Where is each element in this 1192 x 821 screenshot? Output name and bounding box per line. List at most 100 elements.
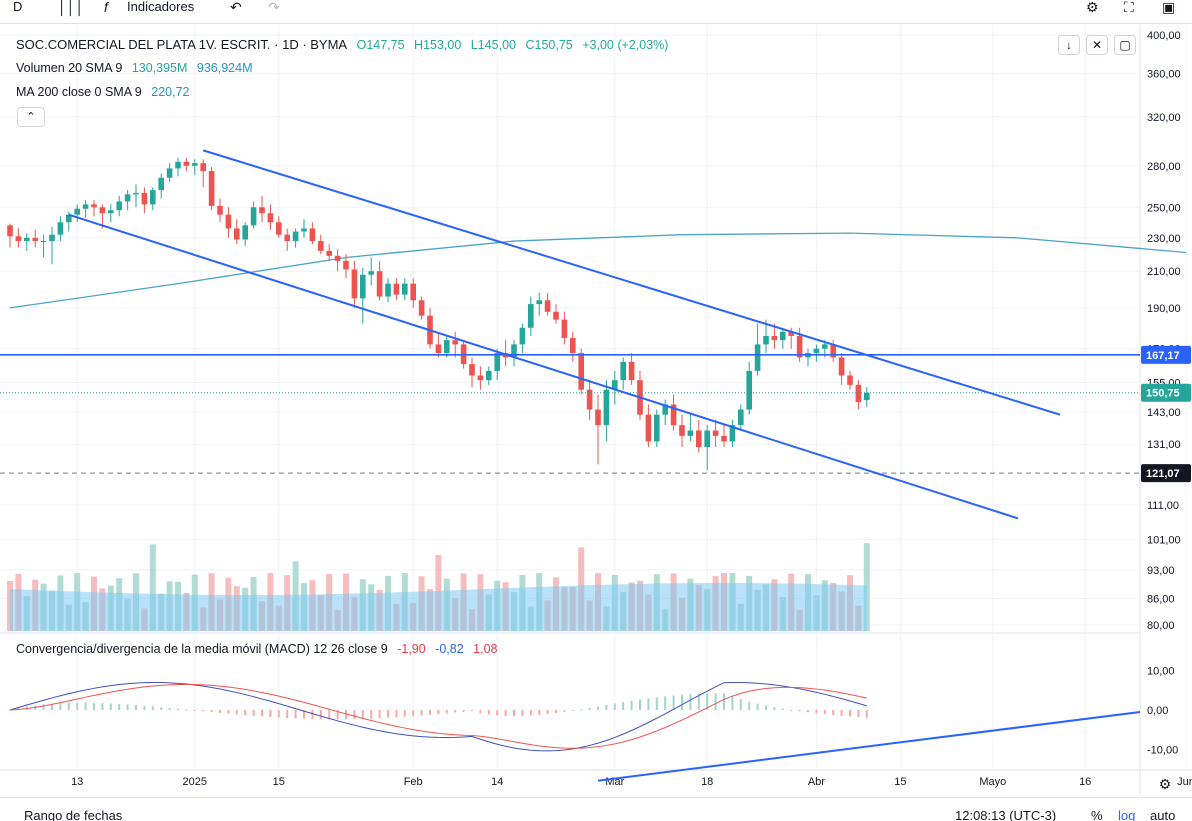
candle-body: [7, 225, 13, 237]
main-legend: SOC.COMERCIAL DEL PLATA 1V. ESCRIT. · 1D…: [16, 37, 674, 52]
candle-body: [704, 430, 710, 448]
macd-histogram-bar: [445, 710, 448, 714]
macd-histogram-bar: [353, 710, 356, 720]
candle-body: [49, 234, 55, 242]
candle-body: [796, 335, 803, 358]
macd-title[interactable]: Convergencia/divergencia de la media móv…: [16, 642, 388, 656]
macd-histogram-bar: [160, 707, 163, 710]
candle-body: [292, 231, 299, 242]
macd-histogram-bar: [639, 699, 641, 710]
time-axis-label: Mayo: [979, 776, 1006, 788]
macd-histogram-bar: [244, 710, 247, 716]
chart-area[interactable]: 400,00 360,00 320,00 280,00 250,00 230,00 210,…: [0, 25, 1192, 795]
candle-body: [360, 274, 366, 299]
macd-histogram-bar: [202, 710, 205, 712]
macd-histogram-bar: [328, 710, 331, 720]
macd-histogram-bar: [563, 710, 566, 712]
macd-histogram-bar: [93, 702, 95, 710]
candle-body: [385, 283, 391, 297]
clock-time[interactable]: 12:08:13 (UTC-3): [955, 808, 1057, 821]
indicators-button[interactable]: Indicadores: [127, 0, 195, 14]
macd-histogram-bar: [714, 693, 717, 710]
candle-body: [175, 161, 181, 169]
date-range-button[interactable]: Rango de fechas: [24, 808, 123, 821]
collapse-icon[interactable]: ✕: [1086, 35, 1108, 55]
macd-histogram-bar: [765, 705, 767, 710]
time-axis-label: 16: [1079, 776, 1091, 788]
candle-body: [393, 283, 400, 295]
macd-histogram-bar: [286, 710, 289, 718]
macd-histogram-bar: [303, 710, 305, 719]
macd-histogram-bar: [513, 710, 515, 717]
macd-histogram-bar: [412, 710, 415, 717]
settings-icon[interactable]: ⚙: [1086, 0, 1099, 15]
macd-histogram-bar: [67, 702, 70, 710]
time-axis-label: Jun: [1177, 776, 1192, 788]
price-axis-label: 230,00: [1147, 233, 1181, 245]
macd-histogram-bar: [605, 705, 608, 710]
macd-histogram-bar: [185, 709, 188, 711]
candle-body: [847, 375, 853, 385]
candles-icon[interactable]: │││: [58, 0, 85, 15]
bottom-toolbar: Rango de fechas 12:08:13 (UTC-3) % log a…: [0, 797, 1192, 821]
macd-histogram-bar: [403, 710, 406, 717]
candle-body: [200, 163, 206, 172]
ohlc-close: C150,75: [525, 38, 573, 52]
time-axis-label: 15: [894, 776, 906, 788]
macd-histogram-bar: [311, 710, 314, 719]
macd-histogram-bar: [227, 710, 230, 714]
candle-body: [250, 207, 257, 226]
macd-histogram-bar: [118, 703, 121, 710]
horizontal-line-badge-bg: [1141, 345, 1191, 364]
macd-histogram-bar: [588, 707, 591, 710]
candle-body: [158, 177, 164, 191]
function-icon[interactable]: f: [104, 0, 108, 15]
macd-signal-line: [9, 683, 867, 749]
chevron-up-icon[interactable]: ⌃: [17, 107, 45, 127]
macd-histogram-bar: [790, 709, 793, 711]
candle-body: [477, 375, 484, 381]
macd-histogram-bar: [420, 710, 423, 716]
candle-body: [721, 435, 727, 442]
candle-body: [284, 234, 290, 242]
snapshot-icon[interactable]: ▣: [1162, 0, 1176, 15]
undo-icon[interactable]: ↶: [230, 0, 242, 15]
macd-histogram-bar: [681, 694, 683, 710]
volume-sma-area: [10, 583, 867, 631]
macd-histogram-bar: [546, 710, 549, 715]
interval-button[interactable]: D: [13, 0, 23, 14]
macd-histogram-bar: [739, 699, 742, 710]
candle-body: [57, 222, 64, 235]
macd-histogram-bar: [76, 702, 79, 710]
chart-canvas[interactable]: 400,00 360,00 320,00 280,00 250,00 230,00 210,…: [0, 25, 1192, 795]
candle-body: [628, 361, 635, 381]
percent-toggle[interactable]: %: [1091, 808, 1103, 821]
symbol-title[interactable]: SOC.COMERCIAL DEL PLATA 1V. ESCRIT. · 1D…: [16, 37, 348, 52]
macd-histogram-bar: [177, 708, 179, 710]
axis-settings-icon: ⚙: [1159, 776, 1172, 792]
ma-title[interactable]: MA 200 close 0 SMA 9: [16, 85, 142, 99]
macd-line: [9, 682, 867, 752]
macd-histogram-bar: [496, 710, 499, 716]
price-axis-label: 400,00: [1147, 30, 1181, 42]
price-axis-bg: [1140, 25, 1192, 795]
macd-histogram-bar: [151, 706, 154, 710]
candle-body: [729, 425, 736, 442]
candle-body: [553, 311, 559, 320]
arrow-down-icon[interactable]: ↓: [1058, 35, 1080, 55]
price-axis-label: 131,00: [1147, 439, 1181, 451]
fullscreen-icon[interactable]: ⛶: [1124, 0, 1134, 15]
macd-histogram-bar: [613, 703, 616, 710]
log-toggle[interactable]: log: [1118, 808, 1136, 821]
volume-legend: Volumen 20 SMA 9 130,395M 936,924M: [16, 61, 259, 75]
volume-title[interactable]: Volumen 20 SMA 9: [16, 61, 123, 75]
macd-histogram-bar: [51, 703, 53, 710]
candle-body: [763, 335, 769, 345]
macd-histogram-bar: [378, 710, 381, 719]
time-axis-label: 2025: [183, 776, 207, 788]
time-axis-label: 14: [491, 776, 503, 788]
macd-histogram-bar: [336, 710, 339, 720]
auto-toggle[interactable]: auto: [1150, 808, 1176, 821]
redo-icon[interactable]: ↷: [268, 0, 280, 15]
maximize-icon[interactable]: ▢: [1114, 35, 1136, 55]
